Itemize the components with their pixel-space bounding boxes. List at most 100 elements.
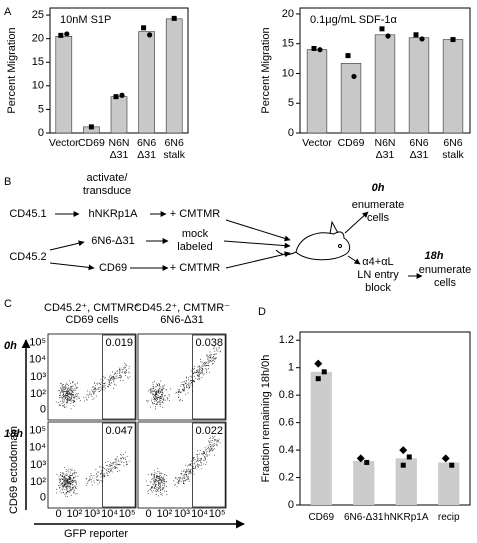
event-dot — [96, 395, 97, 397]
y-tick-label: 15 — [32, 56, 44, 68]
event-dot — [101, 472, 103, 474]
event-dot — [157, 489, 159, 491]
event-dot — [120, 368, 122, 370]
event-dot — [59, 482, 60, 483]
event-dot — [182, 389, 184, 391]
event-dot — [162, 482, 164, 484]
event-dot — [160, 482, 162, 484]
event-dot — [200, 359, 201, 360]
event-dot — [72, 480, 74, 482]
event-dot — [61, 399, 63, 401]
event-dot — [208, 365, 209, 367]
event-dot — [211, 448, 212, 450]
event-dot — [67, 481, 69, 483]
event-dot — [67, 400, 69, 401]
event-dot — [96, 383, 98, 385]
data-point — [321, 369, 327, 375]
event-dot — [65, 489, 67, 491]
event-dot — [61, 478, 63, 480]
diagram-text: 18h — [425, 250, 444, 262]
event-dot — [72, 488, 74, 490]
event-dot — [67, 491, 69, 492]
event-dot — [155, 493, 157, 495]
event-dot — [159, 388, 161, 390]
event-dot — [63, 399, 65, 401]
event-dot — [64, 484, 65, 485]
event-dot — [63, 401, 65, 403]
data-point — [450, 37, 456, 43]
event-dot — [188, 387, 190, 389]
event-dot — [111, 469, 113, 471]
event-dot — [156, 402, 158, 403]
event-dot — [199, 372, 201, 373]
diagram-text: enumerate — [419, 264, 472, 276]
event-dot — [187, 479, 189, 481]
event-dot — [163, 480, 165, 481]
event-dot — [197, 459, 199, 461]
event-dot — [207, 363, 209, 365]
event-dot — [154, 403, 156, 404]
event-dot — [105, 387, 107, 389]
event-dot — [68, 482, 70, 484]
event-dot — [62, 478, 64, 480]
event-dot — [176, 486, 178, 488]
event-dot — [156, 475, 158, 476]
event-dot — [65, 483, 67, 484]
diagram-text: + CMTMR — [170, 208, 220, 220]
event-dot — [158, 392, 160, 394]
event-dot — [215, 347, 217, 349]
event-dot — [61, 389, 63, 391]
event-dot — [64, 482, 66, 484]
event-dot — [175, 478, 177, 480]
event-dot — [107, 461, 109, 462]
event-dot — [71, 475, 72, 477]
event-dot — [69, 476, 70, 478]
event-dot — [107, 467, 109, 469]
event-dot — [86, 483, 88, 484]
event-dot — [96, 476, 98, 478]
event-dot — [160, 490, 162, 492]
event-dot — [183, 478, 185, 480]
event-dot — [210, 360, 211, 362]
event-dot — [156, 472, 158, 474]
event-dot — [109, 385, 111, 386]
event-dot — [109, 378, 111, 380]
event-dot — [178, 482, 179, 484]
event-dot — [147, 401, 149, 403]
event-dot — [205, 455, 207, 457]
data-point — [441, 454, 450, 463]
event-dot — [72, 482, 74, 484]
event-dot — [90, 479, 92, 480]
event-dot — [188, 382, 189, 384]
event-dot — [91, 474, 93, 476]
event-dot — [125, 372, 126, 374]
event-dot — [151, 473, 153, 474]
event-dot — [207, 447, 209, 449]
event-dot — [62, 387, 64, 389]
data-point — [141, 25, 147, 31]
event-dot — [151, 486, 152, 488]
event-dot — [68, 490, 70, 492]
event-dot — [60, 482, 62, 484]
event-dot — [178, 477, 180, 479]
event-dot — [210, 440, 212, 442]
event-dot — [153, 386, 155, 388]
event-dot — [216, 445, 218, 447]
event-dot — [97, 383, 98, 385]
event-dot — [68, 396, 70, 398]
event-dot — [65, 479, 67, 481]
row-label: 18h — [4, 428, 23, 440]
data-point — [356, 454, 365, 463]
event-dot — [74, 395, 76, 397]
event-dot — [74, 485, 75, 487]
event-dot — [110, 462, 112, 464]
event-dot — [89, 479, 91, 481]
event-dot — [109, 468, 111, 470]
event-dot — [193, 380, 195, 382]
event-dot — [197, 466, 199, 468]
gate — [102, 334, 136, 420]
event-dot — [165, 389, 167, 391]
event-dot — [67, 485, 69, 487]
event-dot — [68, 471, 70, 473]
